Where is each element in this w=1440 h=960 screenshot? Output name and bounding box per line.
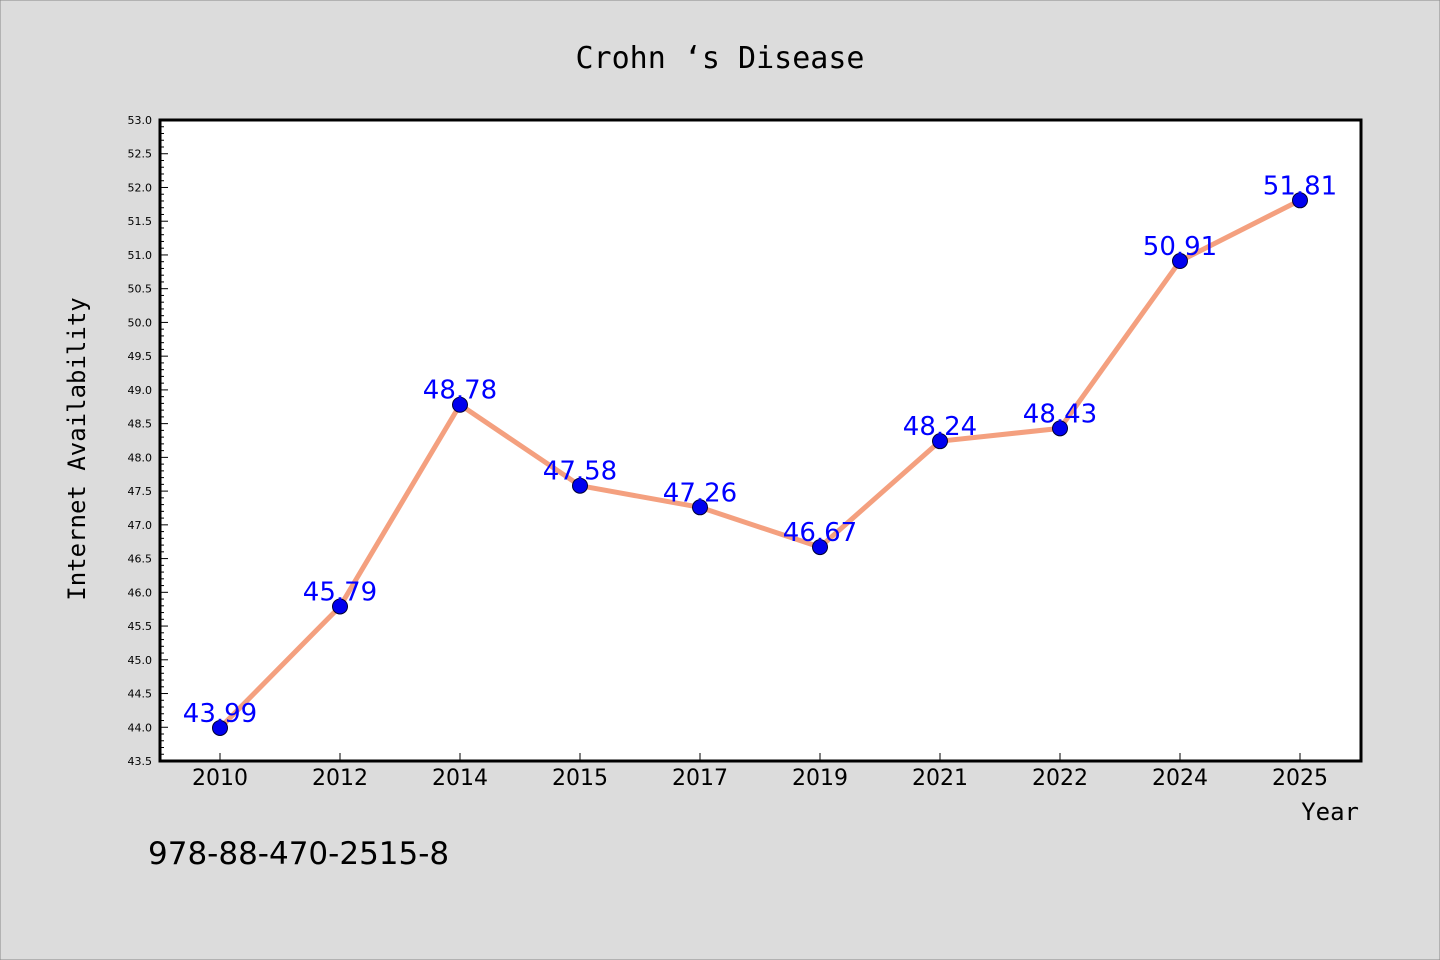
y-tick-label: 48.5 — [128, 418, 153, 431]
x-tick-label: 2021 — [912, 766, 968, 791]
data-label: 47.58 — [543, 457, 617, 487]
data-label: 50.91 — [1143, 232, 1217, 262]
data-label: 43.99 — [183, 699, 257, 729]
x-tick-label: 2010 — [192, 766, 248, 791]
data-label: 48.78 — [423, 376, 497, 406]
y-tick-label: 49.0 — [128, 384, 153, 397]
data-point — [332, 598, 348, 615]
x-tick-label: 2019 — [792, 766, 848, 791]
y-tick-label: 43.5 — [128, 755, 153, 768]
y-tick-label: 45.0 — [128, 654, 153, 667]
y-tick-label: 47.5 — [128, 485, 153, 498]
data-point — [1172, 253, 1188, 270]
data-point — [1292, 192, 1308, 209]
y-tick-label: 50.0 — [128, 316, 153, 329]
x-tick-label: 2012 — [312, 766, 368, 791]
y-tick-label: 52.0 — [128, 181, 153, 194]
y-tick-label: 44.5 — [128, 688, 153, 701]
x-tick-label: 2025 — [1272, 766, 1328, 791]
chart-title: Crohn ‘s Disease — [576, 41, 865, 76]
y-tick-label: 46.5 — [128, 553, 153, 566]
plot-area — [158, 118, 1363, 763]
y-tick-label: 46.0 — [128, 586, 153, 599]
y-tick-label: 48.0 — [128, 451, 153, 464]
x-axis: 2010 2012 2014 2015 2017 2019 2021 2022 2024 2025 — [192, 753, 1328, 791]
data-label: 45.79 — [303, 577, 377, 607]
y-tick-label: 44.0 — [128, 721, 153, 734]
y-tick-label: 53.0 — [128, 114, 153, 127]
y-axis-title: Internet Availability — [63, 297, 91, 600]
x-tick-label: 2015 — [552, 766, 608, 791]
data-point — [932, 433, 948, 450]
x-tick-label: 2014 — [432, 766, 488, 791]
data-point — [452, 396, 468, 413]
data-label: 48.43 — [1023, 399, 1097, 429]
y-tick-label: 45.5 — [128, 620, 153, 633]
y-tick-label: 49.5 — [128, 350, 153, 363]
x-axis-title: Year — [1301, 798, 1359, 826]
x-tick-label: 2017 — [672, 766, 728, 791]
series-line — [212, 192, 1308, 736]
x-tick-label: 2022 — [1032, 766, 1088, 791]
x-tick-label: 2024 — [1152, 766, 1208, 791]
y-tick-label: 50.5 — [128, 283, 153, 296]
y-axis: 43.5 44.0 44.5 45.0 45.5 46.0 46.5 47.0 47.5 48.0… — [128, 114, 168, 768]
series-line — [217, 197, 1303, 731]
data-label: 46.67 — [783, 518, 857, 548]
y-tick-label: 52.5 — [128, 148, 153, 161]
data-point — [212, 719, 228, 736]
data-labels: 43.99 45.79 48.78 47.58 47.26 46.67 48.24 48.43… — [183, 171, 1337, 729]
data-point — [692, 499, 708, 516]
data-point — [812, 539, 828, 556]
data-label: 48.24 — [903, 412, 977, 442]
y-tick-label: 51.5 — [128, 215, 153, 228]
data-label: 47.26 — [663, 478, 737, 508]
y-tick-label: 51.0 — [128, 249, 153, 262]
data-point — [572, 477, 588, 494]
isbn-text: 978-88-470-2515-8 — [148, 836, 449, 872]
data-label: 51.81 — [1263, 171, 1337, 201]
y-tick-label: 47.0 — [128, 519, 153, 532]
data-point — [1052, 420, 1068, 437]
